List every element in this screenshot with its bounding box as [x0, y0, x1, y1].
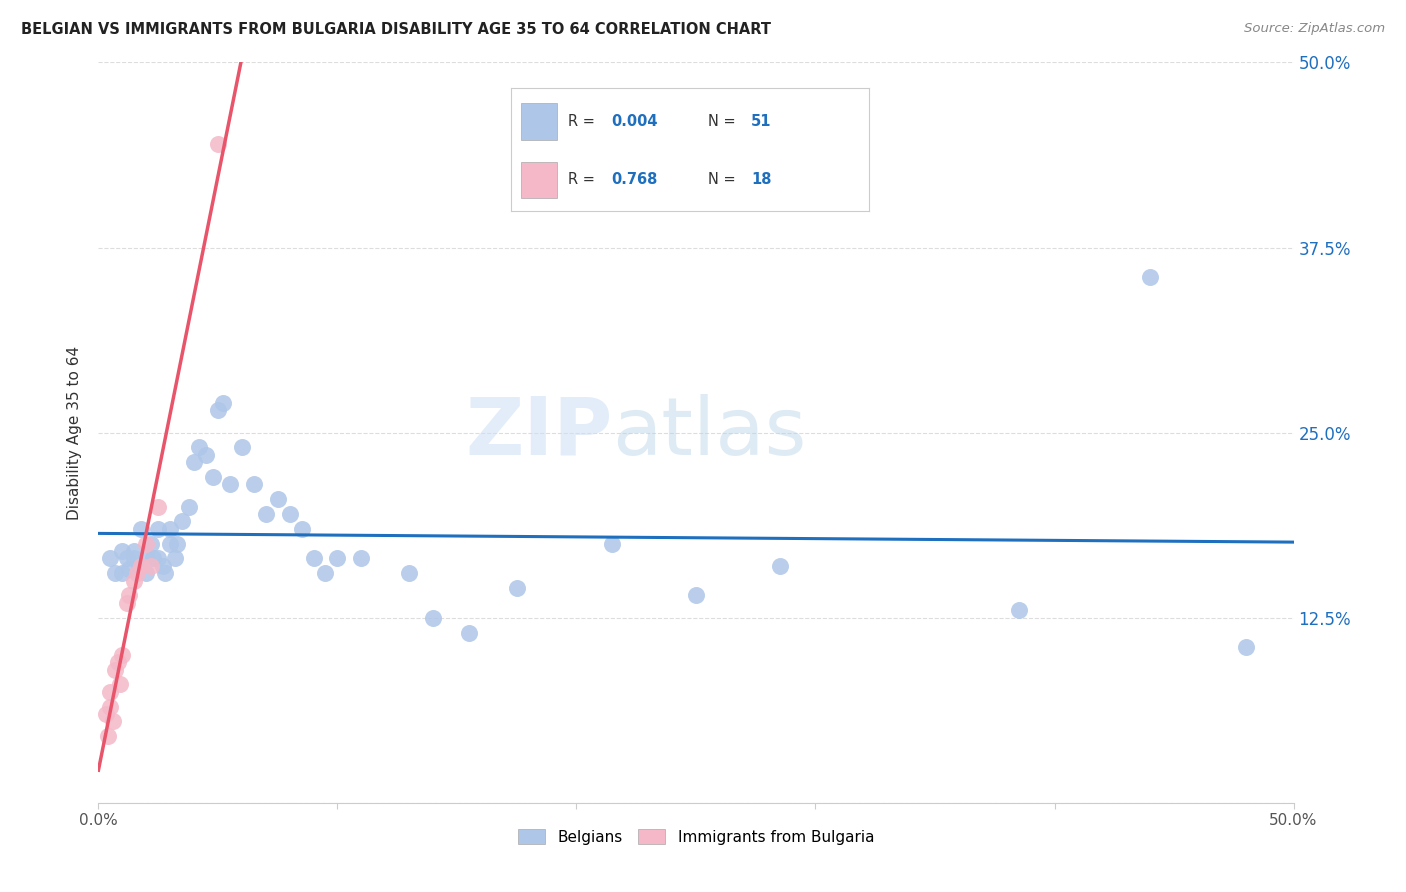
- Point: [195, 448, 218, 462]
- Point: [131, 558, 153, 573]
- Point: [422, 610, 444, 624]
- Point: [166, 536, 188, 550]
- Text: atlas: atlas: [613, 393, 807, 472]
- Point: [291, 522, 314, 536]
- Point: [254, 507, 277, 521]
- Point: [111, 648, 134, 662]
- Point: [350, 551, 373, 566]
- Point: [115, 551, 138, 566]
- Point: [98, 551, 122, 566]
- Point: [187, 441, 209, 455]
- Point: [1234, 640, 1257, 655]
- Point: [398, 566, 420, 581]
- Point: [115, 596, 138, 610]
- Point: [98, 685, 122, 699]
- Point: [243, 477, 266, 491]
- Point: [1008, 603, 1031, 617]
- Point: [278, 507, 301, 521]
- Point: [124, 551, 146, 566]
- Point: [302, 551, 325, 566]
- Point: [118, 589, 141, 603]
- Point: [231, 441, 253, 455]
- Point: [1139, 270, 1161, 285]
- Point: [135, 566, 157, 581]
- Point: [118, 562, 141, 576]
- Point: [148, 500, 170, 514]
- Point: [219, 477, 242, 491]
- Point: [211, 396, 233, 410]
- Point: [135, 536, 157, 550]
- Point: [768, 558, 790, 573]
- Point: [104, 566, 127, 581]
- Point: [128, 558, 150, 573]
- Point: [139, 558, 162, 573]
- Point: [183, 455, 205, 469]
- Point: [506, 581, 529, 595]
- Point: [172, 515, 194, 529]
- Point: [108, 677, 131, 691]
- Legend: Belgians, Immigrants from Bulgaria: Belgians, Immigrants from Bulgaria: [512, 822, 880, 851]
- Y-axis label: Disability Age 35 to 64: Disability Age 35 to 64: [67, 345, 83, 520]
- Text: ZIP: ZIP: [465, 393, 613, 472]
- Point: [139, 536, 162, 550]
- Point: [111, 566, 134, 581]
- Point: [202, 470, 225, 484]
- Text: BELGIAN VS IMMIGRANTS FROM BULGARIA DISABILITY AGE 35 TO 64 CORRELATION CHART: BELGIAN VS IMMIGRANTS FROM BULGARIA DISA…: [21, 22, 770, 37]
- Point: [107, 655, 129, 669]
- Point: [101, 714, 124, 729]
- Point: [148, 551, 170, 566]
- Point: [163, 551, 186, 566]
- Point: [111, 544, 134, 558]
- Point: [685, 589, 707, 603]
- Point: [142, 551, 165, 566]
- Point: [135, 551, 157, 566]
- Point: [124, 574, 146, 588]
- Point: [207, 403, 229, 417]
- Point: [159, 522, 181, 536]
- Point: [94, 706, 117, 721]
- Point: [98, 699, 122, 714]
- Point: [326, 551, 349, 566]
- Point: [104, 663, 127, 677]
- Point: [97, 729, 120, 743]
- Point: [152, 558, 174, 573]
- Point: [267, 492, 290, 507]
- Point: [124, 544, 146, 558]
- Point: [315, 566, 337, 581]
- Point: [458, 625, 481, 640]
- Point: [131, 522, 153, 536]
- Point: [602, 536, 624, 550]
- Point: [207, 136, 229, 151]
- Point: [159, 536, 181, 550]
- Point: [179, 500, 201, 514]
- Point: [148, 522, 170, 536]
- Text: Source: ZipAtlas.com: Source: ZipAtlas.com: [1244, 22, 1385, 36]
- Point: [155, 566, 177, 581]
- Point: [125, 566, 148, 581]
